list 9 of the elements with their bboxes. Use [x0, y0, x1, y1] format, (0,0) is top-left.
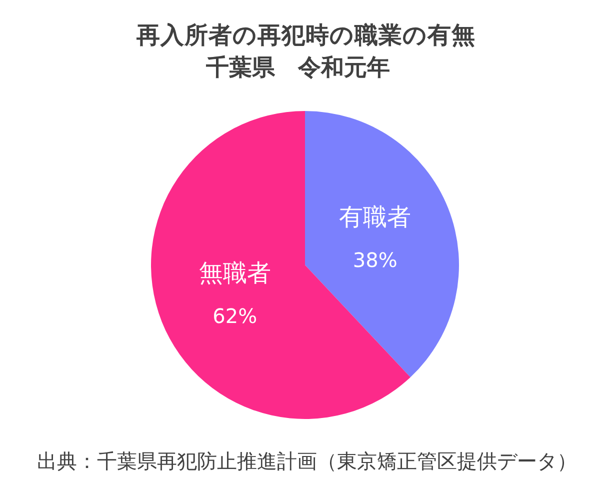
data-label: 62%	[212, 304, 258, 328]
slice-label: 有職者	[339, 203, 412, 232]
chart-title: 再入所者の再犯時の職業の有無	[136, 21, 476, 49]
pie-slice	[305, 111, 459, 378]
pie-slice	[151, 111, 410, 419]
source-note: 出典：千葉県再犯防止推進計画（東京矯正管区提供データ）	[37, 449, 577, 473]
data-label: 38%	[352, 248, 398, 272]
chart-subtitle: 千葉県 令和元年	[205, 55, 390, 81]
slice-label: 無職者	[198, 258, 271, 287]
